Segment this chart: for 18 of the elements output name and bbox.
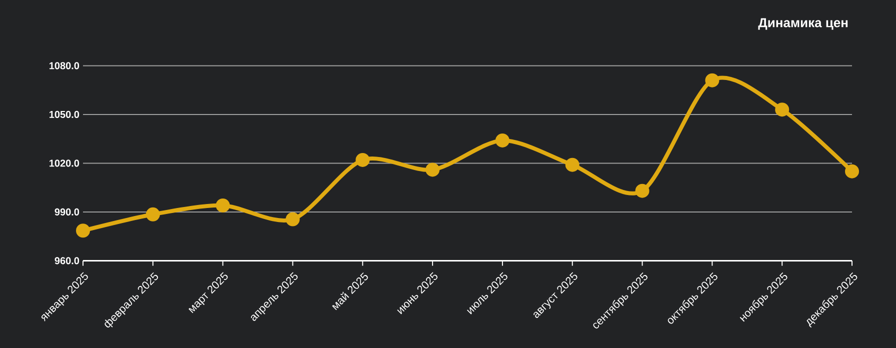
point — [495, 133, 510, 148]
point — [705, 73, 720, 88]
point — [286, 212, 300, 226]
point — [76, 224, 90, 238]
point — [565, 158, 580, 172]
point — [146, 207, 160, 222]
point — [775, 102, 790, 117]
y-tick-label: 1050.0 — [50, 110, 80, 118]
y-tick-label: 990.0 — [54, 208, 80, 216]
point — [356, 152, 370, 167]
y-tick-label: 1020.0 — [50, 160, 80, 167]
point — [845, 164, 860, 178]
point — [426, 162, 440, 177]
y-tick-label: 960.0 — [54, 257, 80, 264]
chart-title: Динамика цен — [758, 18, 848, 30]
y-tick-label: 1080.0 — [50, 62, 80, 70]
point — [216, 198, 230, 212]
point — [635, 184, 650, 198]
